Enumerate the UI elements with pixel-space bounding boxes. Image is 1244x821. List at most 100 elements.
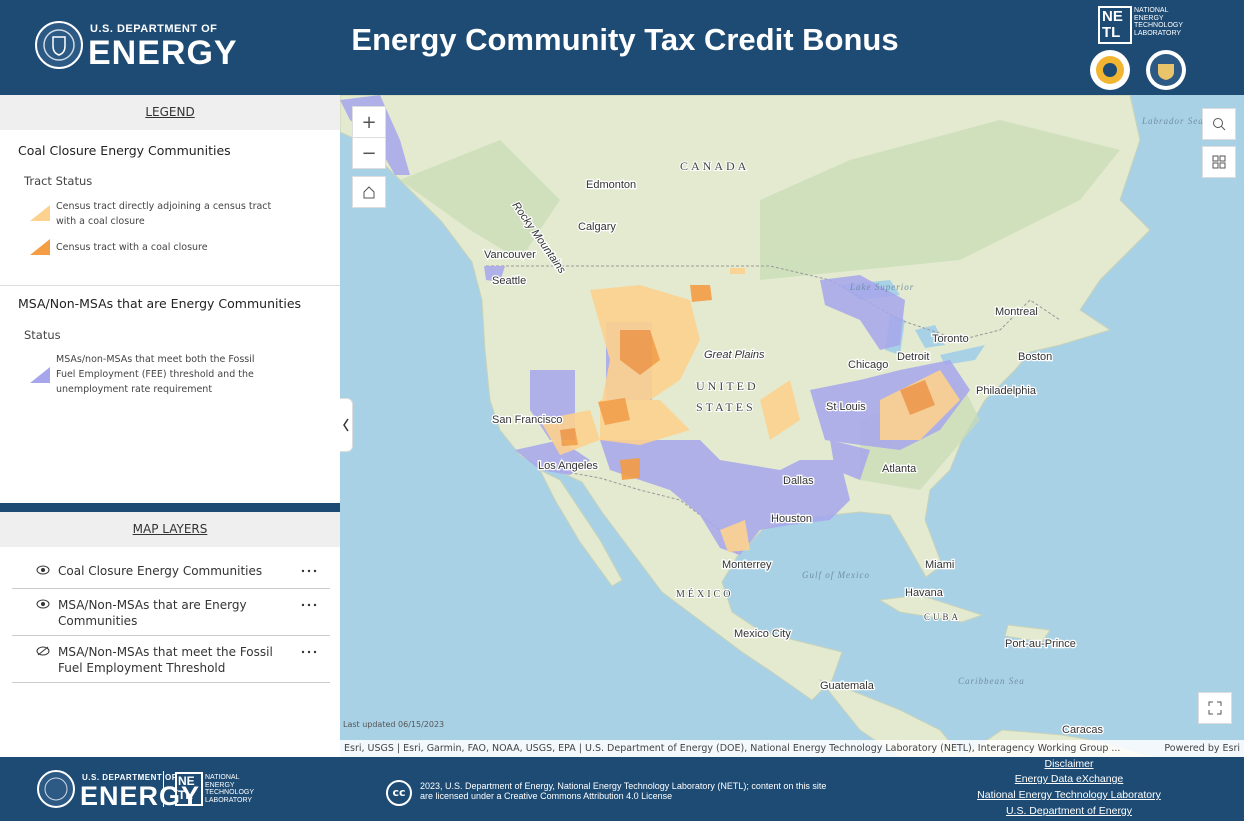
lab-mark-top: NE — [1102, 9, 1130, 24]
lab-mark: NE TL — [175, 772, 203, 806]
cc-icon: cc — [386, 780, 412, 806]
map-label: UNITED — [696, 379, 759, 393]
eye-icon[interactable] — [36, 565, 50, 575]
legend-swatch — [30, 367, 50, 383]
home-button[interactable] — [352, 176, 386, 208]
map-label: Caribbean Sea — [958, 676, 1025, 686]
zoom-in[interactable]: + — [353, 107, 385, 138]
footer: U.S. DEPARTMENT OF ENERGY NE TL NATIONAL… — [0, 757, 1244, 821]
region — [560, 428, 578, 446]
legend-group-subtitle: Tract Status — [24, 174, 92, 188]
legend-group-title: MSA/Non-MSAs that are Energy Communities — [18, 296, 301, 311]
page: U.S. DEPARTMENT OF ENERGY Energy Communi… — [0, 0, 1244, 821]
map-label: Guatemala — [820, 680, 875, 692]
more-icon[interactable] — [300, 569, 318, 573]
map-label: Atlanta — [882, 463, 917, 475]
fullscreen-button[interactable] — [1198, 692, 1232, 724]
divider — [0, 285, 340, 286]
map[interactable]: CANADA Edmonton Calgary Rocky Mountains … — [340, 95, 1244, 757]
lab-mark-top: NE — [178, 774, 201, 788]
section-bar — [0, 503, 340, 512]
side-panel: LEGEND Coal Closure Energy Communities T… — [0, 95, 340, 740]
layer-item[interactable]: MSA/Non-MSAs that meet the Fossil Fuel E… — [12, 636, 330, 683]
layer-name[interactable]: MSA/Non-MSAs that meet the Fossil Fuel E… — [58, 644, 278, 676]
eye-icon[interactable] — [36, 599, 50, 609]
layers-heading: MAP LAYERS — [133, 522, 208, 536]
map-label: San Francisco — [492, 414, 562, 426]
seals — [1088, 48, 1188, 92]
layer-item[interactable]: MSA/Non-MSAs that are Energy Communities — [12, 589, 330, 636]
zoom-out[interactable]: − — [353, 138, 385, 168]
region — [730, 268, 745, 274]
doe-seal — [36, 769, 76, 809]
zoom-controls: + − — [352, 106, 386, 169]
map-label: Boston — [1018, 351, 1052, 363]
attribution-bar: Esri, USGS | Esri, Garmin, FAO, NOAA, US… — [340, 740, 1244, 757]
legend-header: LEGEND — [0, 95, 340, 130]
map-label: Montreal — [995, 306, 1038, 318]
map-label: Port-au-Prince — [1005, 638, 1076, 650]
layer-item[interactable]: Coal Closure Energy Communities — [12, 555, 330, 589]
basemap-button[interactable] — [1202, 146, 1236, 178]
map-label: Lake Superior — [849, 282, 914, 292]
lab-name-line: TECHNOLOGY — [205, 789, 254, 797]
map-label: Great Plains — [704, 349, 765, 361]
lab-name-line: NATIONAL — [205, 774, 254, 782]
more-icon[interactable] — [300, 603, 318, 607]
map-label: Miami — [925, 559, 954, 571]
lab-name-line: LABORATORY — [205, 797, 254, 805]
lab-mark-bottom: TL — [178, 788, 201, 802]
home-icon — [362, 185, 376, 199]
layer-name[interactable]: Coal Closure Energy Communities — [58, 563, 278, 579]
map-label: Toronto — [932, 333, 969, 345]
lab-mark-bottom: TL — [1102, 25, 1130, 40]
lab-name-line: TECHNOLOGY — [1134, 22, 1183, 30]
layer-name[interactable]: MSA/Non-MSAs that are Energy Communities — [58, 597, 278, 629]
lab-name-line: LABORATORY — [1134, 30, 1183, 38]
search-icon — [1212, 117, 1226, 131]
map-label: STATES — [696, 400, 756, 414]
map-label: Vancouver — [484, 249, 536, 261]
search-button[interactable] — [1202, 108, 1236, 140]
lab-name-line: NATIONAL — [1134, 7, 1183, 15]
last-updated: Last updated 06/15/2023 — [343, 720, 444, 729]
legend-item: MSAs/non-MSAs that meet both the Fossil … — [56, 352, 276, 397]
agency-big: ENERGY — [88, 36, 238, 70]
lab-name: NATIONAL ENERGY TECHNOLOGY LABORATORY — [205, 774, 254, 804]
footer-link[interactable]: National Energy Technology Laboratory — [939, 789, 1199, 801]
legend-group-subtitle: Status — [24, 328, 61, 342]
doe-seal — [34, 20, 84, 70]
legend-group-title: Coal Closure Energy Communities — [18, 143, 231, 158]
collapse-panel[interactable] — [340, 398, 353, 452]
map-label: Philadelphia — [976, 385, 1037, 397]
license: 2023, U.S. Department of Energy, Nationa… — [420, 781, 840, 801]
powered-by[interactable]: Powered by Esri — [1164, 740, 1240, 757]
more-icon[interactable] — [300, 650, 318, 654]
lab-name-line: ENERGY — [1134, 15, 1183, 23]
legend-swatch — [30, 205, 50, 221]
footer-link[interactable]: Energy Data eXchange — [939, 773, 1199, 785]
app-title: Energy Community Tax Credit Bonus — [300, 22, 950, 58]
eye-off-icon[interactable] — [36, 646, 50, 656]
footer-link[interactable]: U.S. Department of Energy — [939, 805, 1199, 817]
layers-header: MAP LAYERS — [0, 512, 340, 547]
map-label: Havana — [905, 587, 944, 599]
legend-heading: LEGEND — [145, 105, 194, 119]
footer-link[interactable]: Disclaimer — [939, 758, 1199, 770]
map-label: Gulf of Mexico — [802, 570, 870, 580]
map-label: Mexico City — [734, 628, 791, 640]
map-label: Caracas — [1062, 724, 1103, 736]
chevron-icon — [340, 399, 352, 451]
fullscreen-icon — [1208, 701, 1222, 715]
grid-icon — [1212, 155, 1226, 169]
region — [620, 458, 640, 480]
map-label: CUBA — [924, 612, 961, 622]
map-label: Dallas — [783, 475, 814, 487]
map-label: Houston — [771, 513, 812, 525]
region — [690, 285, 712, 302]
map-label: MÉXICO — [676, 588, 733, 600]
lab-name: NATIONAL ENERGY TECHNOLOGY LABORATORY — [1134, 7, 1183, 37]
legend-swatch — [30, 239, 50, 255]
map-label: St Louis — [826, 401, 866, 413]
lab-mark: NE TL — [1098, 6, 1132, 44]
